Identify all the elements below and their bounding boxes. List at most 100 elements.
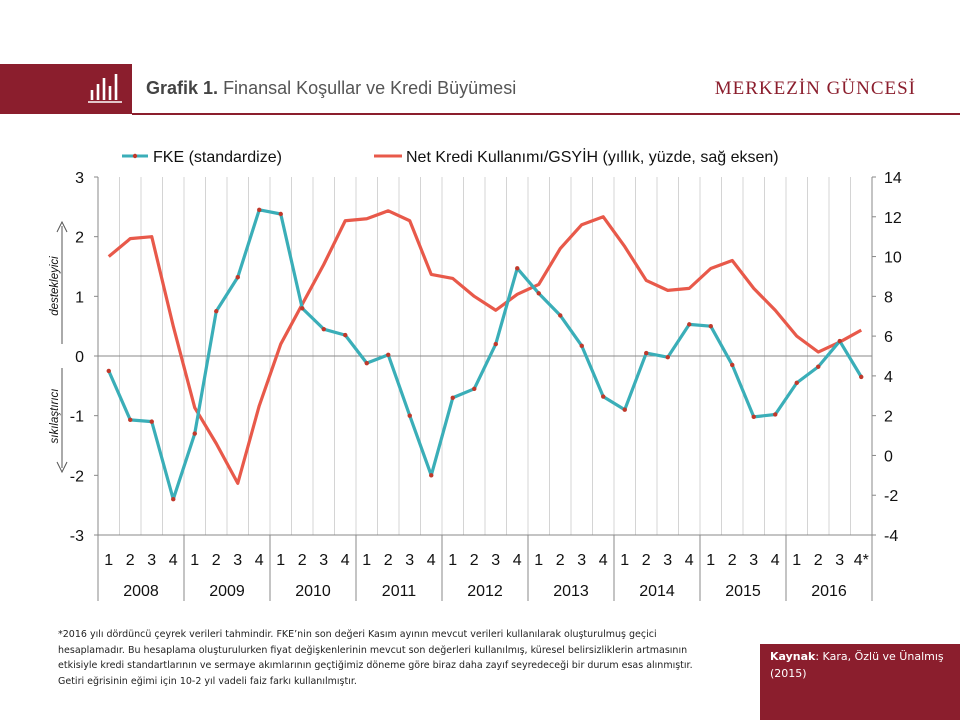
left-tick-label: 0 [75,349,84,366]
fke-point [493,341,498,347]
quarter-label: 2 [298,552,307,569]
fke-point [558,313,563,318]
quarter-label: 2 [126,552,135,569]
right-tick-label: 0 [884,448,893,465]
fke-point [794,380,799,386]
quarter-label: 1 [104,552,113,569]
right-tick-label: 4 [884,369,893,386]
quarter-label: 2 [384,552,393,569]
bar-chart-logo-icon [88,74,122,103]
quarter-label: 1 [190,552,199,569]
year-label: 2014 [639,583,675,600]
year-label: 2015 [725,583,761,600]
left-tick-label: 3 [75,170,84,187]
fke-point [171,497,176,502]
quarter-label: 2 [470,552,479,569]
header-divider [132,113,960,115]
quarter-label: 4 [599,552,608,569]
fke-point [106,368,111,374]
fke-point [364,360,369,366]
quarter-label: 3 [319,552,328,569]
fke-point [859,374,864,380]
quarter-label: 1 [448,552,457,569]
fke-point [343,332,348,338]
quarter-label: 1 [706,552,715,569]
quarter-label: 2 [814,552,823,569]
brand-name: MERKEZİN GÜNCESİ [714,78,916,99]
fke-point [149,419,154,424]
fke-point [386,352,391,358]
quarter-label: 4 [169,552,178,569]
fke-point [622,407,627,412]
quarter-label: 3 [147,552,156,569]
legend-fke-label: FKE (standardize) [153,149,282,166]
quarter-label: 4 [513,552,522,569]
right-tick-label: 8 [884,289,893,306]
year-label: 2016 [811,583,847,600]
quarter-label: 3 [405,552,414,569]
quarter-label: 3 [749,552,758,569]
quarter-label: 3 [577,552,586,569]
quarter-label: 4* [854,552,869,569]
quarter-label: 1 [534,552,543,569]
quarter-label: 2 [642,552,651,569]
quarter-label: 1 [362,552,371,569]
fke-point [214,309,219,314]
year-label: 2012 [467,583,503,600]
fke-point [429,473,434,478]
fke-point [816,364,821,369]
left-tick-label: -3 [70,528,84,545]
quarter-label: 4 [427,552,436,569]
fke-point [515,266,520,271]
right-tick-label: 6 [884,329,893,346]
down-arrow-icon [56,461,68,474]
source-box: Kaynak: Kara, Özlü ve Ünalmış (2015) [760,644,960,720]
left-tick-label: -1 [70,409,84,426]
quarter-label: 2 [212,552,221,569]
tightening-axis-label: sıkılaştırıcı [49,389,61,444]
fke-point [665,354,670,360]
year-label: 2011 [382,583,417,600]
fke-point [730,362,735,368]
source-text: : Kara, Özlü ve Ünalmış (2015) [770,650,944,680]
year-label: 2013 [553,583,589,600]
quarter-label: 1 [620,552,629,569]
title-number: Grafik 1. [146,78,219,98]
legend-fke-marker [132,153,138,159]
fke-point [278,211,283,217]
quarter-label: 1 [792,552,801,569]
up-arrow-icon [56,220,68,233]
support-axis-label: destekleyici [49,256,61,316]
quarter-label: 1 [276,552,285,569]
fke-point [536,291,541,296]
fke-point [472,386,477,392]
right-tick-label: 12 [884,210,902,227]
left-tick-label: 1 [75,289,84,306]
fke-point [708,323,713,329]
quarter-label: 3 [663,552,672,569]
fke-point [450,395,455,400]
quarter-label: 4 [771,552,780,569]
fke-point [192,431,197,436]
quarter-label: 4 [685,552,694,569]
right-tick-label: 2 [884,409,893,426]
right-tick-label: 14 [884,170,902,187]
quarter-label: 4 [341,552,350,569]
fke-series-line [107,208,863,501]
quarter-label: 2 [728,552,737,569]
fke-point [257,207,262,213]
fke-point [128,417,133,423]
fke-point [837,338,842,344]
quarter-label: 4 [255,552,264,569]
fke-point [235,275,240,280]
footnote: *2016 yılı dördüncü çeyrek verileri tahm… [58,629,693,687]
right-tick-label: -4 [884,528,898,545]
fke-point [300,306,305,311]
credit-series-line [107,209,863,485]
fke-point [321,326,326,332]
year-label: 2008 [123,583,159,600]
title-text: Finansal Koşullar ve Kredi Büyümesi [223,78,517,98]
year-label: 2009 [209,583,245,600]
quarter-label: 3 [491,552,500,569]
